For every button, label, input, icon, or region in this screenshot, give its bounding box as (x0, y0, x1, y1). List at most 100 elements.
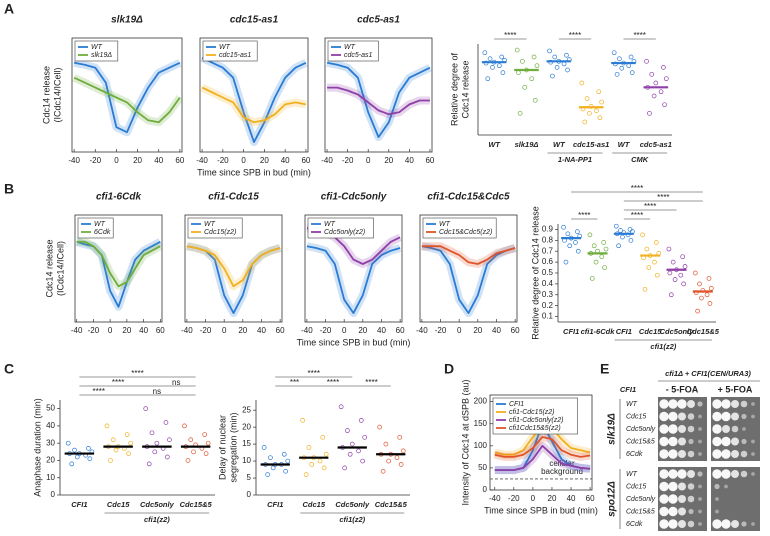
x-tick-label: 60 (156, 326, 165, 335)
legend-label: Cdc15&Cdc5(z2) (439, 229, 492, 236)
spot (698, 484, 702, 489)
data-point (589, 276, 595, 281)
spot (659, 469, 669, 479)
data-point (72, 447, 77, 453)
x-tick-label: 60 (511, 326, 520, 335)
spot (668, 519, 678, 529)
series-line (421, 245, 516, 314)
data-point (681, 281, 686, 287)
x-tick-label: 0 (342, 326, 347, 335)
x-tick-label: 60 (586, 494, 595, 503)
legend-label: slk19Δ (91, 52, 112, 59)
spot (741, 438, 747, 445)
y-tick-label: 0.6 (542, 257, 554, 266)
significance-label: **** (327, 378, 339, 387)
spot (698, 522, 702, 526)
x-tick-label: 60 (175, 156, 184, 165)
data-point (565, 67, 570, 73)
spot (721, 436, 731, 447)
spot (678, 520, 686, 528)
significance-label: **** (644, 202, 656, 211)
legend-label: WT (324, 221, 336, 228)
significance-label: **** (112, 378, 124, 387)
legend-label: cfi1-Cdc5only(z2) (509, 417, 563, 424)
data-point (591, 243, 597, 249)
spot (721, 449, 731, 459)
chart-title: cfi1-Cdc15 (208, 192, 259, 203)
data-point (666, 246, 672, 252)
x-tick-label: Cdc15&5 (180, 500, 213, 509)
x-tick-label: cdc5-as1 (640, 140, 672, 149)
data-point (602, 265, 607, 270)
x-tick-label: 0 (366, 156, 371, 165)
x-tick-label: Cdc5only (660, 327, 695, 336)
spot (659, 494, 669, 504)
spot (659, 449, 669, 459)
y-tick-label: 0.2 (542, 301, 554, 310)
legend-box (307, 217, 374, 239)
data-point (651, 93, 657, 99)
significance-label: **** (631, 211, 643, 220)
plot-frame (199, 37, 309, 153)
legend-label: cfi1-Cdc15(z2) (509, 409, 555, 416)
spot (698, 452, 702, 456)
y-tick-label: 0.3 (542, 290, 554, 299)
x-tick-label: 0 (222, 326, 227, 335)
data-point (709, 285, 714, 291)
chart-title: cdc15-as1 (230, 15, 279, 26)
group-label: cfi1(z2) (144, 515, 170, 524)
data-point (587, 232, 593, 238)
x-tick-label: 20 (358, 326, 367, 335)
x-tick-label: -20 (320, 326, 332, 335)
spot (721, 519, 731, 529)
data-point (706, 276, 712, 281)
spot (751, 414, 755, 419)
data-point (613, 223, 619, 229)
data-point (104, 423, 110, 429)
data-point (356, 448, 361, 454)
y-tick-label: 0 (51, 490, 56, 499)
data-point (597, 115, 603, 121)
legend-label: cdc15-as1 (219, 52, 251, 59)
group-label: CMK (631, 155, 649, 164)
legend-label: WT (439, 221, 451, 228)
data-point (596, 89, 602, 95)
data-point (485, 76, 491, 82)
data-point (680, 254, 686, 260)
x-tick-label: 20 (473, 326, 482, 335)
strain-label: spo12Δ (607, 481, 618, 517)
data-point (626, 63, 632, 69)
data-point (661, 65, 666, 70)
chart-title: slk19Δ (111, 15, 143, 26)
significance-label: **** (504, 31, 516, 40)
spot (715, 509, 719, 514)
significance-label: *** (290, 378, 299, 387)
y-axis-label: Relative degree of (449, 52, 459, 126)
x-tick-label: -40 (416, 326, 428, 335)
data-point (563, 259, 569, 265)
data-point (500, 70, 506, 75)
data-point (644, 246, 650, 252)
x-tick-label: 20 (260, 156, 269, 165)
legend-label: WT (344, 44, 356, 51)
data-point (646, 265, 652, 270)
spot (712, 399, 722, 409)
significance-label: **** (578, 211, 590, 220)
spot (740, 470, 748, 478)
x-tick-label: 20 (384, 156, 393, 165)
data-point (65, 440, 71, 446)
series-band (421, 242, 517, 318)
data-point (143, 406, 149, 411)
data-point (667, 270, 673, 276)
data-point (647, 110, 652, 116)
legend-box (327, 40, 379, 62)
y-tick-label: 10 (242, 456, 251, 465)
chart-title: cfi1-Cdc5only (321, 192, 387, 203)
data-point (281, 451, 287, 457)
data-point (564, 52, 569, 58)
data-point (584, 96, 590, 101)
spot (740, 400, 748, 408)
data-point (283, 468, 288, 474)
x-tick-label: 40 (257, 326, 266, 335)
group-label: cfi1(z2) (339, 515, 365, 524)
